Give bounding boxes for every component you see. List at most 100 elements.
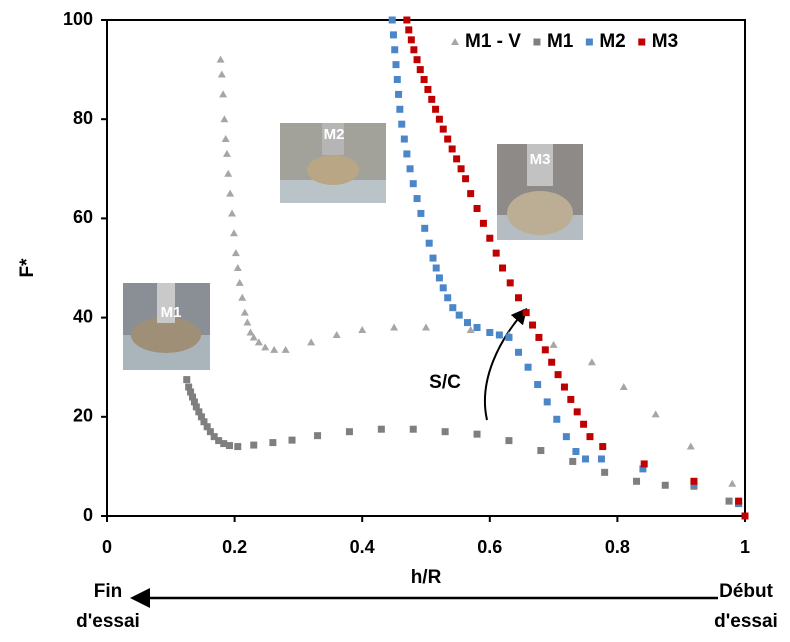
point <box>234 443 242 451</box>
point <box>197 413 205 421</box>
point <box>220 115 229 123</box>
point <box>690 477 698 485</box>
x-tick-label: 0.6 <box>477 537 502 557</box>
x-tick-label: 0.4 <box>350 537 375 557</box>
point <box>444 135 452 143</box>
y-tick-label: 20 <box>73 406 93 426</box>
point <box>529 321 537 329</box>
point <box>735 497 743 505</box>
point <box>217 70 226 78</box>
point <box>506 279 514 287</box>
point <box>473 324 481 332</box>
point <box>424 85 432 93</box>
point <box>562 433 570 441</box>
point <box>192 403 200 411</box>
legend-label: M1 <box>547 31 574 52</box>
point <box>219 90 228 98</box>
point <box>221 135 230 143</box>
point <box>407 36 415 44</box>
point <box>188 393 196 401</box>
point <box>486 328 494 336</box>
x-tick-label: 0.2 <box>222 537 247 557</box>
y-axis-title: F* <box>17 258 38 278</box>
legend-marker <box>533 38 541 46</box>
point <box>473 204 481 212</box>
point <box>235 278 244 286</box>
point <box>395 90 403 98</box>
point <box>226 189 235 197</box>
point <box>572 448 580 456</box>
point <box>495 331 503 339</box>
point <box>554 371 562 379</box>
point <box>549 340 558 348</box>
point <box>619 383 628 391</box>
point <box>543 398 551 406</box>
point <box>741 512 749 520</box>
point <box>183 376 191 384</box>
point <box>210 433 218 441</box>
legend-label: M2 <box>599 31 625 52</box>
point <box>225 442 233 450</box>
point <box>195 408 203 416</box>
point <box>422 323 430 331</box>
point <box>522 309 530 317</box>
photo: M1 <box>123 283 210 370</box>
point <box>389 31 397 39</box>
point <box>541 346 549 354</box>
point <box>240 308 249 316</box>
point <box>406 165 414 173</box>
point <box>246 328 255 336</box>
point <box>524 363 532 371</box>
point <box>439 125 447 133</box>
point <box>400 135 408 143</box>
point <box>203 423 211 431</box>
point <box>249 333 258 341</box>
point <box>417 209 425 217</box>
point <box>229 229 238 237</box>
plot-frame <box>106 19 746 517</box>
point <box>441 428 449 436</box>
point <box>463 319 471 327</box>
start-label: d'essai <box>714 611 778 632</box>
point <box>462 175 470 183</box>
point <box>597 455 605 463</box>
point <box>391 46 399 54</box>
point <box>220 440 228 448</box>
point <box>537 447 545 455</box>
point <box>505 333 513 341</box>
legend-label: M3 <box>652 31 678 52</box>
point <box>281 345 290 353</box>
photo: M3 <box>497 144 583 240</box>
point <box>486 234 494 242</box>
point <box>358 326 367 333</box>
point <box>270 345 279 353</box>
point <box>390 323 399 331</box>
point <box>651 410 660 418</box>
point <box>409 180 417 188</box>
point <box>261 343 270 351</box>
point <box>448 145 456 153</box>
point <box>425 239 433 247</box>
point <box>396 105 404 113</box>
point <box>231 249 240 257</box>
point <box>409 425 417 433</box>
point <box>633 477 641 485</box>
point <box>548 358 556 366</box>
end-label: d'essai <box>76 611 140 632</box>
x-tick-label: 1 <box>740 537 750 557</box>
point <box>432 105 440 113</box>
point <box>269 439 277 447</box>
point <box>534 381 542 389</box>
y-tick-label: 0 <box>83 505 93 525</box>
point <box>535 333 543 341</box>
point <box>515 348 523 356</box>
point <box>416 66 424 74</box>
point <box>553 415 561 423</box>
point <box>250 441 258 449</box>
x-axis-title: h/R <box>411 567 442 588</box>
point <box>420 76 428 84</box>
point <box>215 437 223 445</box>
photo-label: M2 <box>324 126 345 143</box>
start-label: Début <box>719 581 774 602</box>
